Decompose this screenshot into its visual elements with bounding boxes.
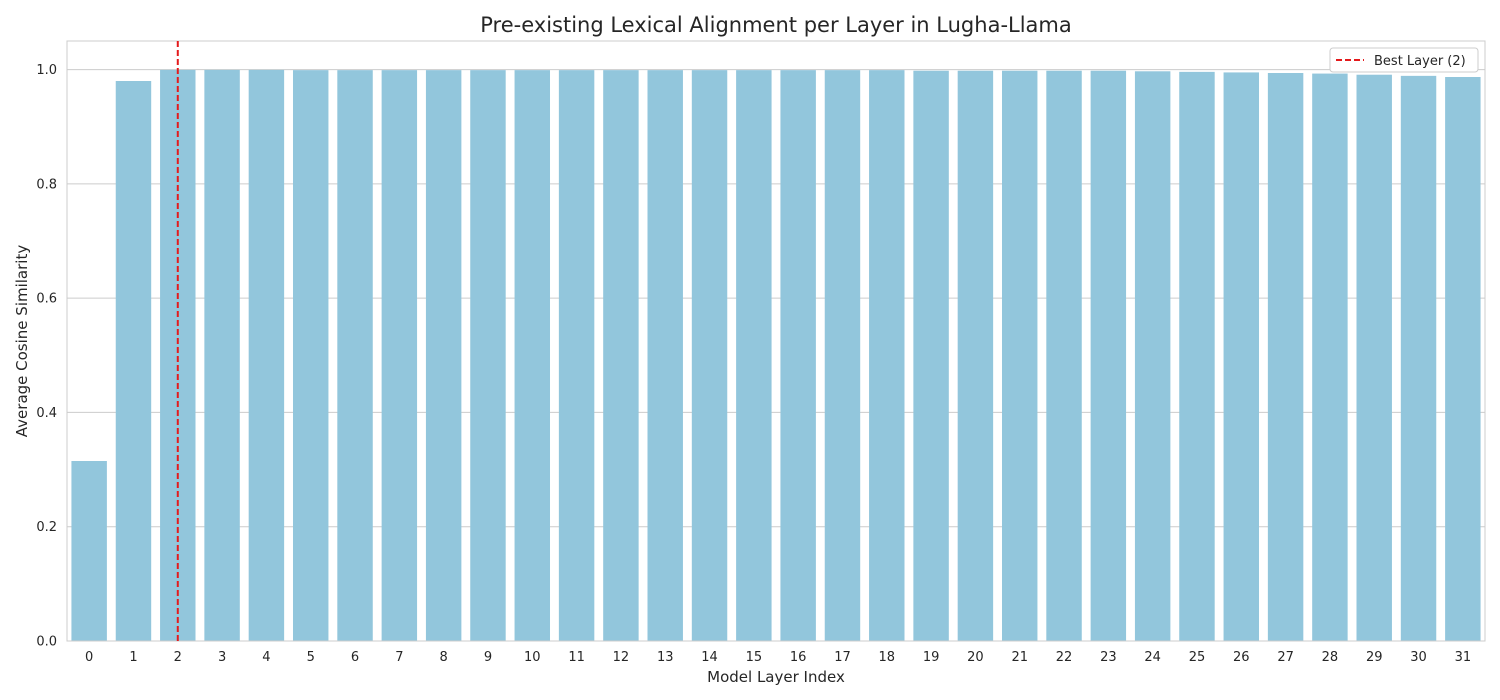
x-tick-label: 26 [1233, 650, 1250, 665]
legend-box [1329, 47, 1479, 73]
axes-frame [66, 40, 1486, 642]
bar [1400, 75, 1437, 642]
x-tick-label: 12 [613, 650, 630, 665]
y-tick-label: 0.0 [36, 635, 57, 650]
x-axis-label: Model Layer Index [707, 668, 845, 686]
x-tick-label: 9 [484, 650, 492, 665]
x-tick-label: 13 [657, 650, 674, 665]
bar [248, 69, 285, 642]
x-tick-label: 10 [524, 650, 541, 665]
x-tick-label: 14 [701, 650, 718, 665]
bar [1046, 70, 1082, 641]
x-tick-label: 16 [790, 650, 807, 665]
legend-label: Best Layer (2) [1374, 54, 1466, 69]
bar [1445, 77, 1481, 641]
bar [913, 70, 949, 641]
x-tick-label: 22 [1056, 650, 1073, 665]
x-tick-label: 2 [174, 650, 182, 665]
bar [115, 81, 152, 641]
bar [1134, 71, 1171, 642]
y-tick-label: 1.0 [36, 63, 57, 78]
x-tick-label: 30 [1410, 650, 1427, 665]
bar [1267, 73, 1304, 641]
x-tick-label: 28 [1322, 650, 1339, 665]
bar [71, 461, 107, 641]
bar [1179, 71, 1215, 642]
bars [71, 69, 1481, 642]
x-tick-label: 24 [1144, 650, 1161, 665]
x-tick-label: 25 [1189, 650, 1206, 665]
x-tick-label: 17 [834, 650, 851, 665]
axes-border [66, 40, 1486, 642]
x-tick-label: 8 [440, 650, 448, 665]
bar [691, 70, 728, 641]
x-tick-label: 15 [746, 650, 763, 665]
bar [736, 70, 772, 641]
bar [425, 70, 462, 641]
y-tick-label: 0.2 [36, 520, 57, 535]
x-tick-labels: 0 1 2 3 4 5 6 7 8 9 10 11 12 13 14 15 16 17 18 19 20 21 22 23 24… [85, 650, 1471, 665]
y-tick-label: 0.8 [36, 177, 57, 192]
x-tick-label: 27 [1277, 650, 1294, 665]
bar [337, 70, 373, 641]
bar [1090, 70, 1127, 641]
x-tick-label: 11 [568, 650, 585, 665]
y-axis-label: Average Cosine Similarity [13, 245, 31, 438]
x-tick-label: 7 [395, 650, 403, 665]
bar [1356, 74, 1392, 641]
bar [1223, 72, 1260, 641]
x-tick-label: 1 [129, 650, 137, 665]
y-tick-labels: 0.0 0.2 0.4 0.6 0.8 1.0 [36, 63, 57, 649]
x-tick-label: 18 [879, 650, 896, 665]
x-tick-label: 31 [1455, 650, 1472, 665]
x-tick-label: 23 [1100, 650, 1117, 665]
x-tick-label: 29 [1366, 650, 1383, 665]
x-tick-label: 21 [1011, 650, 1028, 665]
chart-title: Pre-existing Lexical Alignment per Layer… [480, 13, 1072, 37]
y-tick-label: 0.4 [36, 406, 57, 421]
bar [603, 70, 639, 641]
bar [381, 70, 418, 641]
bar [204, 69, 240, 642]
legend: Best Layer (2) [1329, 47, 1479, 73]
bar [470, 70, 506, 641]
x-tick-label: 6 [351, 650, 359, 665]
bar [824, 70, 861, 641]
bar [1001, 70, 1038, 641]
y-tick-label: 0.6 [36, 292, 57, 307]
x-tick-label: 0 [85, 650, 93, 665]
bar [647, 70, 683, 641]
bar [780, 70, 816, 641]
x-tick-label: 4 [262, 650, 270, 665]
x-tick-label: 3 [218, 650, 226, 665]
bar [514, 70, 551, 641]
bar [1312, 73, 1348, 642]
bar [558, 70, 595, 641]
bar [869, 70, 905, 641]
x-tick-label: 20 [967, 650, 984, 665]
x-tick-label: 5 [307, 650, 315, 665]
x-tick-label: 19 [923, 650, 940, 665]
bar [292, 70, 329, 641]
bar [957, 70, 994, 641]
